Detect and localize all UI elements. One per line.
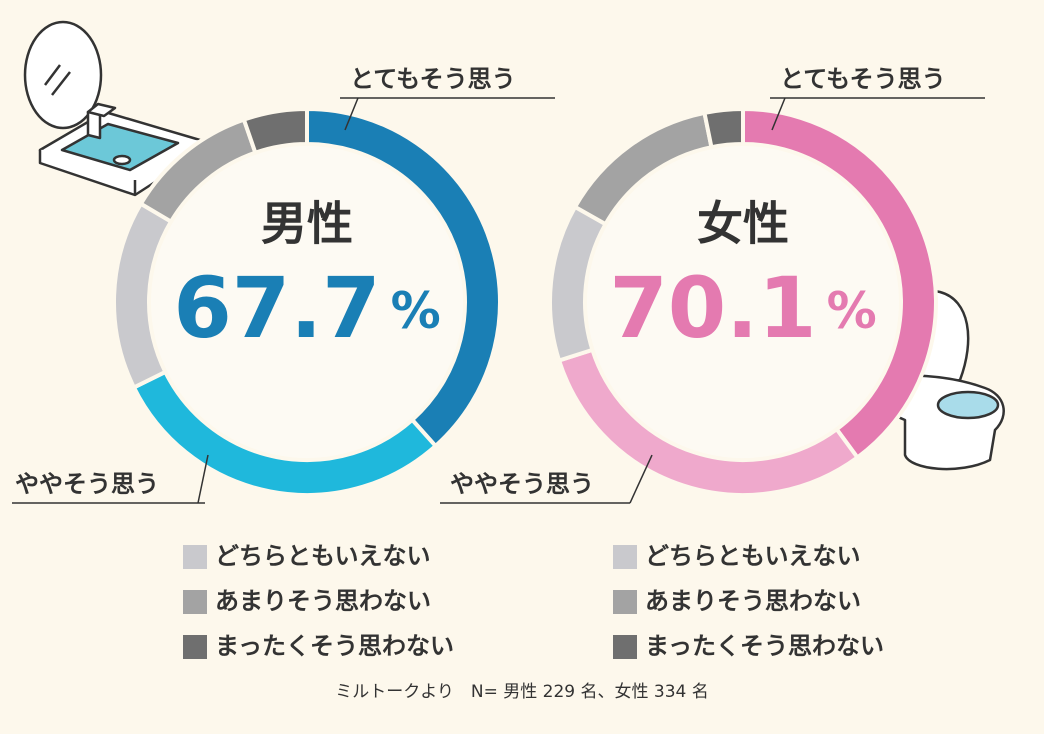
callout-leader [197, 454, 209, 504]
donut-center [149, 144, 465, 460]
donut-center [585, 144, 901, 460]
callout-leader [629, 454, 653, 504]
legend-label: どちらともいえない [215, 542, 431, 570]
legend-swatch [613, 635, 637, 659]
chart-title: 男性 [261, 197, 353, 251]
legend-swatch [613, 545, 637, 569]
sink-illustration [23, 20, 202, 197]
legend-swatch [183, 635, 207, 659]
legend-label: あまりそう思わない [215, 587, 431, 615]
callout-leader [771, 97, 786, 131]
callout-label: ややそう思う [15, 470, 159, 498]
source-note: ミルトークより N= 男性 229 名、女性 334 名 [335, 682, 709, 702]
legend-swatch [613, 590, 637, 614]
callout-label: とてもそう思う [350, 65, 516, 93]
center-value: 70.1% [609, 259, 876, 357]
callout-leader [344, 97, 359, 131]
center-value: 67.7% [173, 259, 440, 357]
legend-label: どちらともいえない [645, 542, 861, 570]
legend-label: あまりそう思わない [645, 587, 861, 615]
center-unit: % [827, 282, 877, 340]
donut-segment [702, 106, 745, 150]
legend-label: まったくそう思わない [645, 632, 884, 660]
legend-swatch [183, 590, 207, 614]
donut-segment [241, 106, 309, 156]
callout-label: ややそう思う [450, 470, 594, 498]
legend-swatch [183, 545, 207, 569]
center-number: 67.7 [173, 259, 380, 357]
center-number: 70.1 [609, 259, 816, 357]
center-unit: % [391, 282, 441, 340]
callout-label: とてもそう思う [780, 65, 946, 93]
chart-title: 女性 [697, 197, 789, 251]
legend-label: まったくそう思わない [215, 632, 454, 660]
